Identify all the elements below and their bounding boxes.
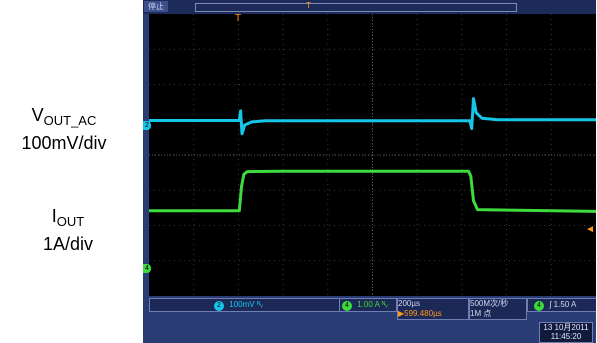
ch4-badge: 4	[342, 301, 352, 311]
ch2-bandwidth-icon: ᴺᵥ	[256, 300, 263, 309]
oscilloscope-screen: 停止 T T 2 4 ◄ 2 100mV ᴺᵥ 4 1.00 A ᴺᵥ 200µ…	[143, 0, 596, 343]
ch2-readout[interactable]: 2 100mV ᴺᵥ	[149, 298, 341, 312]
ch2-badge: 2	[214, 301, 224, 311]
iout-name: IOUT	[51, 206, 85, 229]
vout-label: VOUT_AC 100mV/div	[2, 104, 126, 154]
date-value: 13 10月2011	[543, 323, 589, 332]
acquisition-readout[interactable]: 500M次/秒 1M 点	[469, 298, 527, 320]
iout-scale: 1A/div	[42, 234, 94, 254]
waveform-vout-ac	[149, 97, 596, 136]
record-length-value: 1M 点	[470, 309, 492, 318]
trigger-level-value: 1.50 A	[553, 300, 577, 309]
waveform-plot	[149, 14, 596, 296]
ch4-readout[interactable]: 4 1.00 A ᴺᵥ	[339, 298, 397, 312]
time-value: 11:45:20	[550, 332, 582, 341]
ch4-bandwidth-icon: ᴺᵥ	[381, 300, 388, 309]
record-position-bar	[195, 3, 517, 12]
ch4-scale: 1.00 A	[357, 300, 380, 309]
waveform-iout	[149, 169, 596, 213]
iout-label: IOUT 1A/div	[22, 205, 114, 255]
date-time-display: 13 10月2011 11:45:20	[539, 322, 593, 343]
run-status-badge[interactable]: 停止	[144, 1, 168, 12]
ch4-ground-marker: 4	[143, 264, 151, 273]
ch2-scale: 100mV	[229, 300, 255, 309]
trigger-slope-icon: ∫	[549, 300, 552, 309]
scope-top-bar: 停止 T	[143, 0, 596, 14]
scope-status-bar: 2 100mV ᴺᵥ 4 1.00 A ᴺᵥ 200µs ▶599.480µs …	[149, 298, 596, 320]
vout-name: VOUT_AC	[31, 105, 97, 128]
vout-scale: 100mV/div	[21, 133, 107, 153]
trigger-time-marker: T	[235, 13, 242, 24]
waveform-grid	[149, 14, 596, 296]
trigger-readout[interactable]: 4 ∫ 1.50 A	[527, 298, 596, 312]
timebase-readout[interactable]: 200µs ▶599.480µs	[397, 298, 469, 320]
timebase-value: 200µs	[398, 299, 420, 308]
sample-rate-value: 500M次/秒	[470, 299, 509, 308]
trigger-source-badge: 4	[534, 301, 544, 311]
ch2-ground-marker: 2	[143, 121, 151, 130]
trigger-position-marker: T	[306, 1, 311, 10]
trigger-delay-value: ▶599.480µs	[398, 309, 442, 318]
trigger-level-marker: ◄	[585, 224, 595, 235]
